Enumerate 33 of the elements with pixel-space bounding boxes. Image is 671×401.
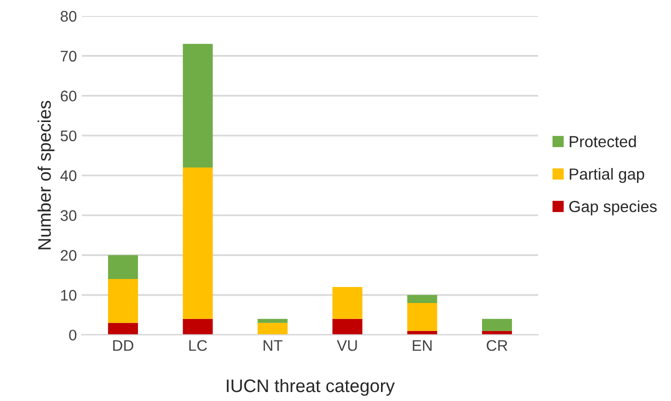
y-tick-label: 60: [60, 90, 76, 102]
x-axis-title: IUCN threat category: [226, 378, 395, 396]
y-tick-label: 30: [60, 210, 76, 221]
bar: [182, 318, 213, 335]
bar: [108, 279, 138, 323]
x-tick-label: NT: [264, 340, 282, 351]
bar: [332, 318, 362, 335]
legend-label: Partial gap: [570, 168, 644, 183]
x-tick-label: CR: [486, 340, 508, 351]
bar: [407, 294, 438, 303]
bar: [407, 302, 438, 331]
x-tick-label: DD: [113, 340, 134, 351]
y-tick-label: 70: [60, 50, 76, 62]
bar: [182, 44, 213, 168]
x-tick-label: LC: [189, 340, 207, 351]
legend-label: Protected: [570, 136, 636, 148]
x-tick-label: EN: [412, 340, 432, 351]
bar: [108, 255, 138, 280]
bar: [182, 167, 213, 319]
y-tick-label: 40: [60, 170, 76, 182]
x-tick-label: VU: [336, 340, 357, 351]
bar: [482, 318, 512, 331]
y-tick-label: 10: [61, 290, 76, 301]
y-tick-label: 20: [60, 250, 76, 261]
y-tick-label: 80: [60, 10, 76, 22]
legend-label: Gap species: [569, 200, 657, 216]
y-tick-label: 50: [60, 130, 76, 142]
bar: [332, 287, 362, 319]
bar: [258, 322, 288, 335]
bar: [258, 318, 288, 323]
bar: [108, 322, 138, 335]
y-tick-label: 0: [69, 330, 76, 341]
y-axis-title: Number of species: [38, 100, 54, 250]
